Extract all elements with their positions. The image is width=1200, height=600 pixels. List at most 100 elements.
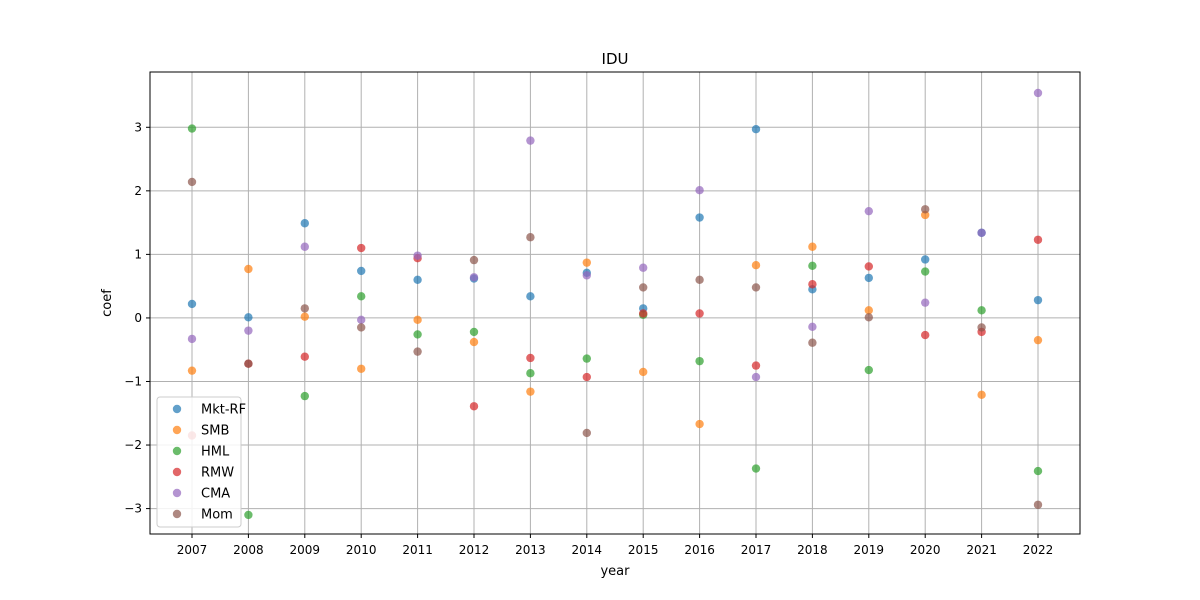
point-mkt-rf-2013 [526,292,535,301]
legend: Mkt-RF SMB HML RMW CMA Mom [156,396,246,528]
point-mom-2018 [808,338,817,347]
x-tick-label: 2018 [797,543,828,557]
y-tick-label: 0 [134,311,142,325]
point-cma-2017 [751,372,761,382]
legend-label-hml: HML [201,445,230,460]
point-hml-2020 [921,267,930,276]
point-hml-2017 [751,464,761,473]
x-tick-label: 2011 [402,543,433,557]
point-hml-2010 [357,292,366,301]
point-cma-2009 [300,242,309,251]
point-mkt-rf-2011 [413,275,422,285]
data-points [187,88,1043,520]
x-tick-label: 2007 [177,543,208,557]
point-hml-2018 [808,261,817,271]
point-mkt-rf-2007 [187,299,197,309]
point-cma-2014 [582,271,591,280]
point-smb-2013 [526,387,535,396]
point-mom-2017 [751,283,761,292]
point-smb-2014 [582,258,591,267]
point-smb-2021 [977,390,986,400]
point-rmw-2010 [357,243,366,253]
point-hml-2019 [864,365,873,375]
x-tick-label: 2008 [233,543,264,557]
point-rmw-2009 [300,352,309,361]
point-hml-2013 [526,369,535,378]
axis-ticks: 2007 2008 2009 2010 2011 2012 2013 2014 2015 2016… [124,120,1053,557]
point-mom-2007 [187,177,197,187]
point-mkt-rf-2020 [921,255,930,264]
grid [150,72,1080,534]
point-mkt-rf-2008 [244,313,253,322]
point-mom-2010 [357,323,366,332]
y-tick-label: 2 [134,184,142,198]
point-rmw-2017 [751,361,761,370]
x-tick-label: 2019 [854,543,885,557]
point-rmw-2016 [695,309,704,318]
point-hml-2014 [582,354,591,363]
legend-label-mom: Mom [201,508,233,523]
legend-marker-hml [172,446,182,456]
x-tick-label: 2014 [572,543,603,557]
x-tick-label: 2022 [1023,543,1054,557]
point-smb-2012 [469,337,479,347]
point-rmw-2013 [526,353,535,363]
point-smb-2018 [808,242,817,251]
point-smb-2010 [357,364,366,373]
point-hml-2008 [244,510,253,520]
point-rmw-2020 [921,330,930,340]
x-tick-label: 2010 [346,543,377,557]
point-cma-2012 [469,273,479,282]
point-cma-2013 [526,136,535,145]
y-axis-title: coef [100,289,115,317]
point-mom-2019 [864,313,873,322]
point-hml-2022 [1033,466,1043,476]
point-hml-2007 [187,124,197,133]
point-mom-2014 [582,428,591,438]
legend-label-rmw: RMW [201,466,234,481]
point-cma-2008 [244,326,253,335]
y-tick-label: −1 [124,374,142,388]
point-smb-2019 [864,306,873,315]
point-mom-2013 [526,233,535,242]
x-tick-label: 2016 [684,543,715,557]
point-mom-2015 [639,283,648,292]
legend-marker-mom [172,509,182,519]
legend-marker-mkt-rf [172,404,182,414]
legend-label-smb: SMB [201,424,229,439]
point-mom-2020 [921,205,930,214]
point-mom-2009 [300,304,309,313]
point-cma-2021 [977,228,986,237]
point-mom-2011 [413,347,422,356]
point-rmw-2012 [469,402,479,411]
y-tick-label: 1 [134,247,142,261]
x-tick-label: 2021 [966,543,997,557]
point-cma-2015 [639,263,648,272]
y-tick-label: 3 [134,120,142,134]
chart-title: IDU [602,50,629,68]
point-hml-2009 [300,391,309,401]
point-smb-2011 [413,315,422,325]
point-hml-2011 [413,330,422,339]
point-cma-2022 [1033,88,1043,98]
x-tick-label: 2013 [515,543,546,557]
plot-frame [149,71,1081,535]
point-smb-2007 [187,366,197,375]
point-mkt-rf-2016 [695,213,704,222]
x-tick-label: 2009 [290,543,321,557]
y-tick-label: −3 [124,502,142,516]
y-tick-label: −2 [124,438,142,452]
point-rmw-2019 [864,262,873,271]
point-mom-2016 [695,275,704,285]
point-smb-2009 [300,312,309,321]
point-smb-2016 [695,419,704,429]
point-rmw-2015 [639,309,648,318]
point-mkt-rf-2022 [1033,295,1043,305]
point-mkt-rf-2010 [357,266,366,276]
point-cma-2020 [921,298,930,307]
point-cma-2019 [864,206,873,216]
point-smb-2022 [1033,335,1043,345]
point-mom-2008 [244,359,253,368]
point-hml-2012 [469,327,479,337]
